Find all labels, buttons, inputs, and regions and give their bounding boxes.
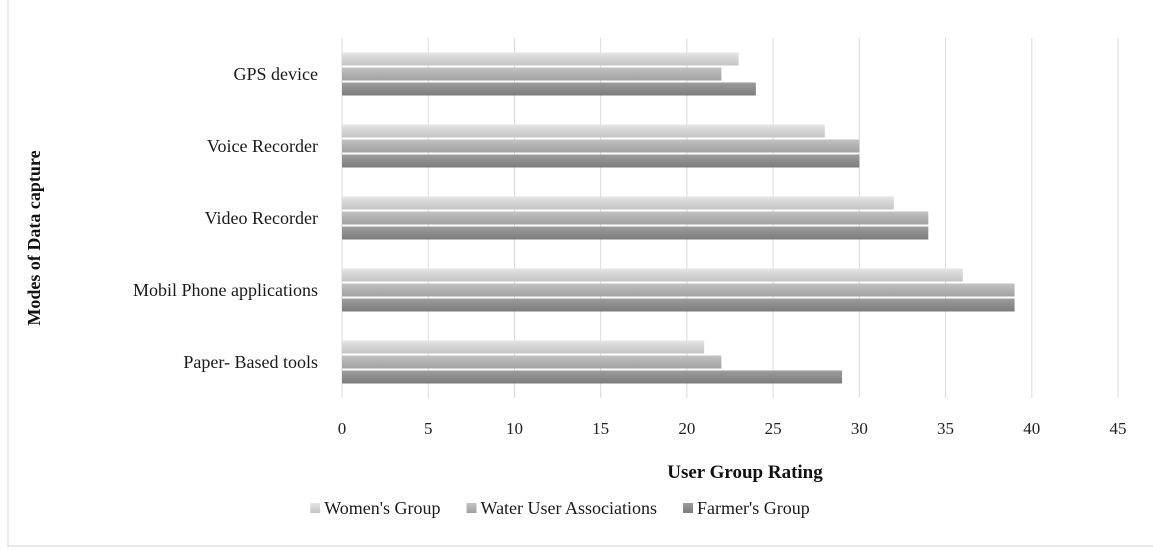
- legend-item-women-s-group: Women's Group: [310, 498, 441, 518]
- bar-video-recorder-women-s-group: [342, 196, 894, 210]
- y-category-label-mobil-phone-applications: Mobil Phone applications: [133, 280, 318, 300]
- bars: [342, 52, 1015, 384]
- bar-gps-device-women-s-group: [342, 52, 739, 66]
- labels: 0 5 10 15 20 25 30 35 40 45 Paper- Based tools Mobi…: [24, 64, 1127, 483]
- legend-swatch: [466, 503, 477, 513]
- legend-item-farmer-s-group: Farmer's Group: [683, 498, 810, 518]
- bar-paper-based-tools-water-user-associations: [342, 355, 722, 369]
- y-category-label-video-recorder: Video Recorder: [205, 208, 318, 228]
- bar-paper-based-tools-farmer-s-group: [342, 370, 843, 384]
- bar-mobil-phone-applications-women-s-group: [342, 268, 963, 282]
- y-category-label-gps-device: GPS device: [234, 64, 319, 84]
- y-axis-title: Modes of Data capture: [24, 150, 44, 325]
- x-tick-label-15: 15: [592, 419, 609, 438]
- y-category-label-voice-recorder: Voice Recorder: [207, 136, 318, 156]
- legend-item-water-user-associations: Water User Associations: [466, 498, 658, 518]
- legend-label: Water User Associations: [481, 498, 658, 518]
- legend-label: Women's Group: [324, 498, 440, 518]
- bar-voice-recorder-women-s-group: [342, 124, 825, 138]
- x-tick-label-25: 25: [765, 419, 782, 438]
- bar-paper-based-tools-women-s-group: [342, 340, 705, 354]
- bar-voice-recorder-farmer-s-group: [342, 154, 860, 168]
- bar-voice-recorder-water-user-associations: [342, 139, 860, 153]
- bar-video-recorder-water-user-associations: [342, 211, 929, 225]
- bar-video-recorder-farmer-s-group: [342, 226, 929, 240]
- x-tick-label-30: 30: [851, 419, 868, 438]
- x-tick-label-45: 45: [1110, 419, 1127, 438]
- x-tick-label-20: 20: [678, 419, 695, 438]
- bar-mobil-phone-applications-water-user-associations: [342, 283, 1015, 297]
- bar-gps-device-water-user-associations: [342, 67, 722, 81]
- legend-swatch: [683, 503, 694, 513]
- x-axis-title: User Group Rating: [667, 462, 823, 483]
- legend-label: Farmer's Group: [697, 498, 810, 518]
- x-tick-label-40: 40: [1023, 419, 1040, 438]
- legend: Women's Group Water User Associations Farm…: [310, 498, 810, 518]
- bar-gps-device-farmer-s-group: [342, 82, 756, 96]
- legend-swatch: [310, 503, 321, 513]
- y-category-label-paper-based-tools: Paper- Based tools: [183, 352, 318, 372]
- x-tick-label-35: 35: [937, 419, 954, 438]
- x-tick-label-5: 5: [424, 419, 433, 438]
- bar-mobil-phone-applications-farmer-s-group: [342, 298, 1015, 312]
- x-tick-label-0: 0: [338, 419, 347, 438]
- x-tick-label-10: 10: [506, 419, 523, 438]
